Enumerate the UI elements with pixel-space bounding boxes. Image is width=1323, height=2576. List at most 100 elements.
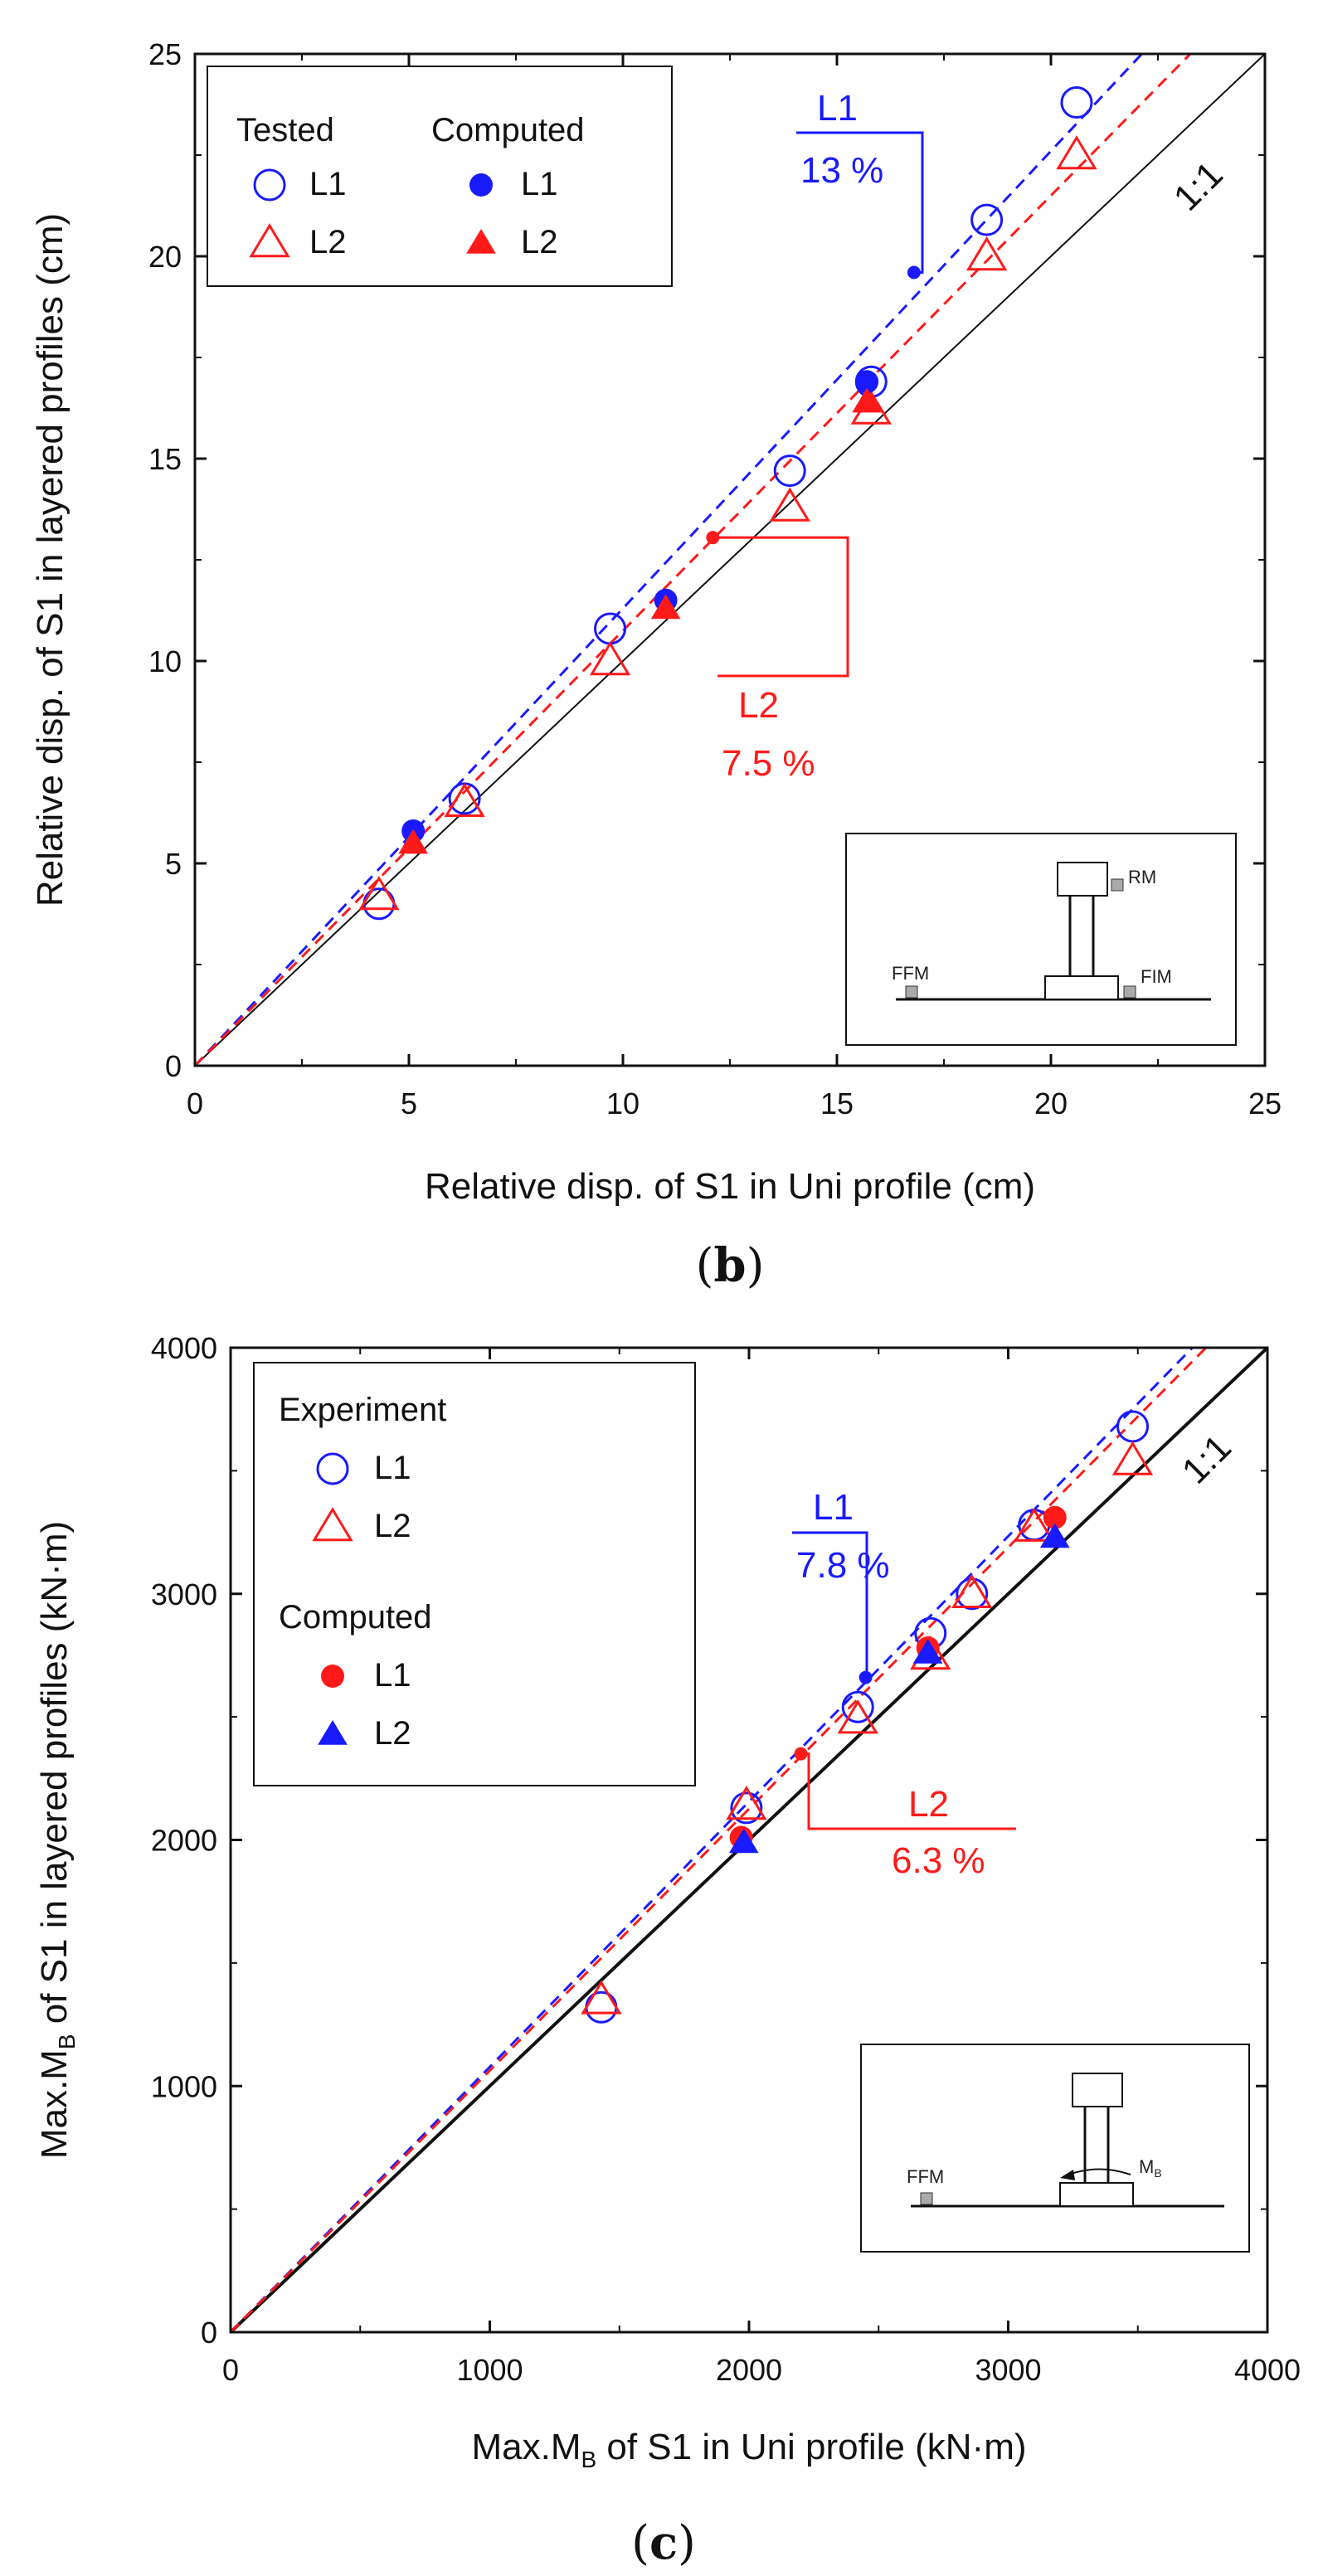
y-tick-label: 20 (148, 240, 182, 274)
y-tick-label: 1000 (151, 2069, 217, 2103)
annotation-value-l2: 6.3 % (892, 1840, 985, 1881)
x-tick-label: 2000 (716, 2353, 782, 2387)
point-tested-l2-5 (965, 236, 1008, 271)
inset-label-mb: MB (1139, 2156, 1162, 2180)
reference-line-1to1 (195, 54, 1265, 1066)
annotation-name-l2: L2 (908, 1784, 949, 1825)
legend-group-tested: Tested (236, 112, 334, 148)
point-experiment-l2-5 (1014, 1507, 1055, 1542)
x-axis-title-sub: B (581, 2447, 596, 2472)
y-tick-label: 10 (148, 644, 182, 678)
point-tested-l1-5 (970, 203, 1004, 236)
x-tick-label: 4000 (1234, 2353, 1301, 2387)
x-axis-title: Max.MB of S1 in Uni profile (kN·m) (471, 2427, 1026, 2472)
x-tick-label: 25 (1248, 1086, 1282, 1120)
annotation-name-l1: L1 (817, 88, 858, 129)
y-tick-label: 2000 (151, 1824, 217, 1858)
inset-label-m: M (1139, 2156, 1154, 2177)
legend-marker-tested-l1 (253, 168, 286, 202)
point-experiment-l1-4 (956, 1577, 989, 1611)
panel-label-letter: c (649, 2515, 678, 2570)
annotation-leader-l1 (796, 131, 924, 275)
legend-label-experiment-l1: L1 (374, 1450, 411, 1486)
x-tick-label: 1000 (456, 2353, 523, 2387)
fit-line-l1 (195, 54, 1143, 1066)
inset-label-ffm: FFM (892, 963, 929, 984)
x-tick-label: 0 (187, 1086, 203, 1120)
panel-label-close: ) (747, 1239, 765, 1293)
point-tested-l1-3 (773, 454, 806, 488)
inset-footing (1059, 2182, 1134, 2207)
x-tick-label: 5 (401, 1086, 417, 1120)
point-experiment-l2-4 (951, 1573, 993, 1608)
x-axis-title: Relative disp. of S1 in Uni profile (cm) (425, 1166, 1035, 1207)
y-tick-label: 0 (201, 2316, 217, 2350)
annotation-leader-l2 (713, 536, 849, 678)
one-to-one-label: 1:1 (1175, 1427, 1239, 1492)
legend-box (253, 1362, 696, 1786)
inset-schematic: RM FFM FIM (845, 833, 1237, 1046)
legend-group-experiment: Experiment (279, 1392, 446, 1428)
panel-label-letter: b (713, 1238, 746, 1293)
legend-marker-tested-l2 (249, 223, 290, 258)
x-tick-label: 10 (606, 1086, 640, 1120)
panel-label: (c) (631, 2515, 696, 2570)
x-tick-label: 15 (820, 1086, 854, 1120)
y-tick-label: 15 (148, 442, 182, 476)
one-to-one-label: 1:1 (1166, 154, 1231, 219)
panel-label-open: ( (696, 1239, 714, 1293)
inset-moment-arrowhead (1060, 2170, 1075, 2180)
inset-footing (1044, 975, 1119, 1000)
point-computed-l2-2 (1039, 1523, 1070, 1548)
inset-box (860, 2044, 1250, 2253)
point-experiment-l2-2 (837, 1699, 878, 1734)
legend-box (207, 66, 673, 287)
point-computed-l2-0 (728, 1828, 759, 1854)
y-tick-label: 4000 (151, 1331, 217, 1365)
annotation-name-l1: L1 (813, 1487, 854, 1528)
panel-label: (b) (696, 1238, 765, 1293)
annotation-value-l1: 13 % (800, 150, 883, 191)
inset-label-b: B (1154, 2166, 1161, 2180)
point-tested-l1-6 (1060, 86, 1093, 119)
legend-marker-experiment-l2 (312, 1507, 353, 1542)
y-axis-title: Relative disp. of S1 in layered profiles… (30, 213, 71, 906)
chart-panel-b: L1 13 % L2 7.5 % 1:1 0 5 10 15 20 25 0 5 10 15 20 25 Rela… (30, 37, 1282, 1293)
y-axis-title-suffix: of S1 in layered profiles (kN·m) (34, 1521, 75, 2034)
point-tested-l2-6 (1056, 135, 1097, 170)
legend-label-computed-l2: L2 (521, 224, 558, 260)
inset-box (845, 833, 1237, 1046)
y-axis-title-prefix: Max.M (34, 2049, 75, 2159)
x-axis-title-suffix: of S1 in Uni profile (kN·m) (596, 2427, 1026, 2467)
legend-label-tested-l2: L2 (309, 224, 347, 260)
y-axis-title: Max.MB of S1 in layered profiles (kN·m) (34, 1521, 80, 2159)
panel-label-open: ( (631, 2516, 649, 2570)
annotation-value-l2: 7.5 % (722, 743, 815, 784)
annotation-leader-l2 (800, 1752, 1016, 1830)
legend-label-computed-l1: L1 (374, 1657, 411, 1694)
x-axis-title-prefix: Max.M (471, 2427, 581, 2467)
legend-marker-experiment-l1 (316, 1452, 349, 1485)
inset-sensor-ffm (905, 985, 918, 999)
point-tested-l1-2 (594, 612, 627, 645)
annotation-name-l2: L2 (738, 685, 779, 726)
y-tick-label: 25 (148, 37, 182, 71)
point-experiment-l2-0 (581, 1980, 622, 2015)
point-experiment-l1-1 (730, 1791, 763, 1825)
legend-label-experiment-l2: L2 (374, 1508, 411, 1544)
point-tested-l2-3 (769, 487, 810, 522)
fit-line-l2 (195, 54, 1192, 1066)
point-computed-l2-0 (398, 829, 429, 854)
y-tick-label: 0 (165, 1049, 182, 1083)
point-tested-l1-1 (448, 782, 481, 815)
legend-marker-computed-l1 (469, 173, 493, 197)
inset-label-ffm: FFM (907, 2166, 944, 2187)
point-experiment-l1-6 (1116, 1410, 1149, 1443)
inset-label-rm: RM (1128, 867, 1156, 887)
x-tick-label: 20 (1034, 1086, 1068, 1120)
point-experiment-l2-6 (1111, 1441, 1154, 1475)
legend: Tested Computed L1 L2 L1 L2 (207, 66, 673, 287)
inset-deck-mass (1072, 2073, 1123, 2107)
point-computed-l2-2 (852, 387, 882, 413)
point-experiment-l2-1 (726, 1786, 767, 1820)
